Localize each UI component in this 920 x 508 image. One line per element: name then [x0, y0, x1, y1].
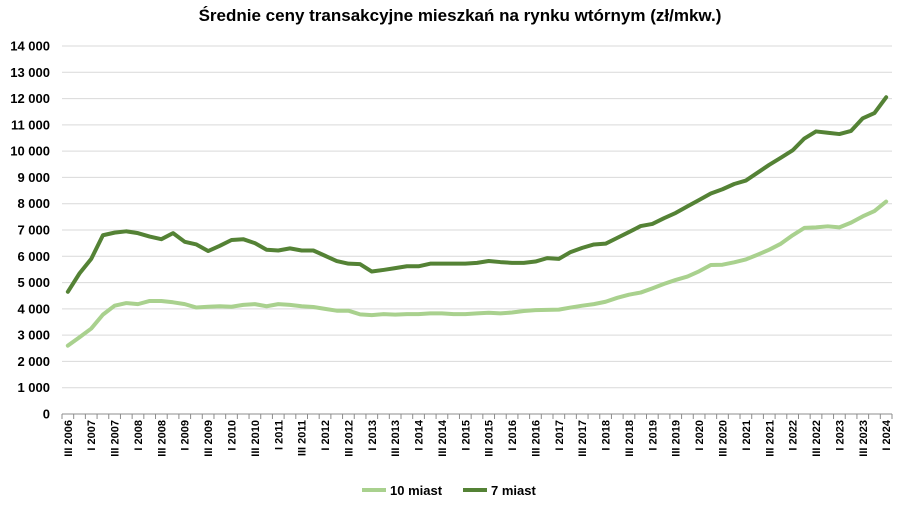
y-tick-label: 13 000 [10, 65, 50, 80]
y-tick-label: 12 000 [10, 91, 50, 106]
x-tick-label: III 2016 [530, 420, 542, 457]
x-tick-label: III 2021 [764, 420, 776, 457]
x-tick-label: I 2014 [414, 419, 426, 450]
legend-label-2: 7 miast [491, 483, 536, 498]
chart-title: Średnie ceny transakcyjne mieszkań na ry… [198, 6, 722, 25]
x-tick-label: I 2015 [460, 420, 472, 451]
y-tick-label: 4 000 [17, 301, 50, 316]
y-tick-label: 6 000 [17, 249, 50, 264]
y-tick-label: 7 000 [17, 223, 50, 238]
x-tick-label: III 2022 [811, 420, 823, 457]
x-tick-label: III 2018 [624, 420, 636, 457]
x-tick-label: I 2009 [180, 420, 192, 451]
y-tick-label: 3 000 [17, 328, 50, 343]
series-line-1 [65, 199, 889, 348]
x-tick-label: III 2014 [437, 419, 449, 457]
x-tick-label: I 2007 [86, 420, 98, 451]
y-tick-label: 5 000 [17, 275, 50, 290]
x-tick-label: I 2019 [647, 420, 659, 451]
y-tick-label: 0 [43, 407, 50, 422]
y-tick-label: 9 000 [17, 170, 50, 185]
x-tick-label: I 2011 [273, 420, 285, 450]
x-tick-label: III 2020 [717, 420, 729, 457]
x-tick-label: I 2023 [834, 420, 846, 451]
x-tick-label: III 2019 [671, 420, 683, 457]
y-tick-label: 14 000 [10, 39, 50, 54]
x-tick-label: III 2008 [156, 420, 168, 457]
x-tick-label: I 2017 [554, 420, 566, 451]
y-tick-label: 8 000 [17, 196, 50, 211]
x-tick-label: III 2011 [297, 420, 309, 456]
x-tick-label: III 2009 [203, 420, 215, 457]
x-tick-label: III 2010 [250, 420, 262, 457]
y-tick-label: 1 000 [17, 380, 50, 395]
x-tick-label: I 2010 [227, 420, 239, 451]
y-tick-label: 11 000 [11, 117, 50, 132]
x-tick-label: III 2013 [390, 420, 402, 457]
y-tick-label: 2 000 [17, 354, 50, 369]
x-tick-label: III 2023 [858, 420, 870, 457]
x-tick-label: I 2021 [741, 420, 753, 451]
legend-label-1: 10 miast [390, 483, 443, 498]
x-tick-label: I 2018 [601, 420, 613, 451]
x-tick-label: III 2006 [63, 420, 75, 457]
x-tick-label: I 2008 [133, 420, 145, 451]
x-tick-label: I 2020 [694, 420, 706, 451]
x-tick-label: I 2013 [367, 420, 379, 451]
x-tick-label: I 2012 [320, 420, 332, 451]
x-tick-label: I 2024 [881, 419, 893, 450]
x-tick-label: I 2022 [788, 420, 800, 451]
x-tick-label: III 2017 [577, 420, 589, 457]
x-tick-label: III 2012 [343, 420, 355, 457]
y-tick-label: 10 000 [10, 144, 50, 159]
x-tick-label: III 2015 [484, 420, 496, 457]
x-tick-label: I 2016 [507, 420, 519, 451]
series-line-2 [65, 95, 889, 294]
x-tick-label: III 2007 [110, 420, 122, 457]
